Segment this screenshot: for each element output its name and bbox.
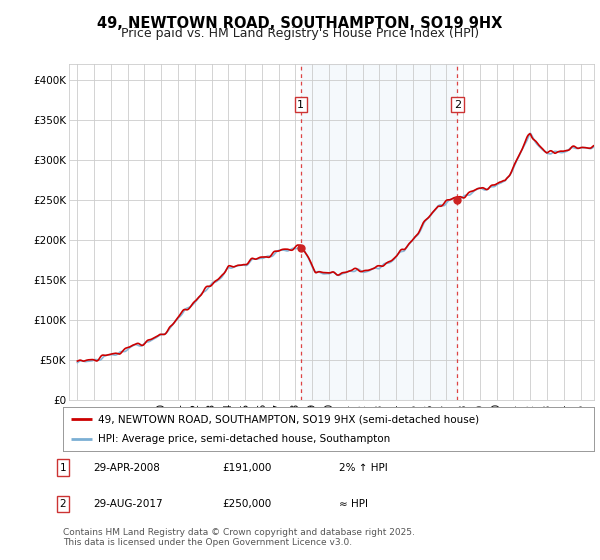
- Text: 1: 1: [59, 463, 67, 473]
- Text: HPI: Average price, semi-detached house, Southampton: HPI: Average price, semi-detached house,…: [98, 435, 390, 445]
- Text: 1: 1: [298, 100, 304, 110]
- Text: 49, NEWTOWN ROAD, SOUTHAMPTON, SO19 9HX (semi-detached house): 49, NEWTOWN ROAD, SOUTHAMPTON, SO19 9HX …: [98, 414, 479, 424]
- Text: £250,000: £250,000: [222, 499, 271, 509]
- Text: Contains HM Land Registry data © Crown copyright and database right 2025.
This d: Contains HM Land Registry data © Crown c…: [63, 528, 415, 547]
- Text: 2% ↑ HPI: 2% ↑ HPI: [339, 463, 388, 473]
- Text: 2: 2: [59, 499, 67, 509]
- Bar: [301, 64, 457, 400]
- Text: £191,000: £191,000: [222, 463, 271, 473]
- Text: 29-APR-2008: 29-APR-2008: [93, 463, 160, 473]
- Text: 49, NEWTOWN ROAD, SOUTHAMPTON, SO19 9HX: 49, NEWTOWN ROAD, SOUTHAMPTON, SO19 9HX: [97, 16, 503, 31]
- Text: ≈ HPI: ≈ HPI: [339, 499, 368, 509]
- Text: 29-AUG-2017: 29-AUG-2017: [93, 499, 163, 509]
- Text: 2: 2: [454, 100, 461, 110]
- Text: Price paid vs. HM Land Registry's House Price Index (HPI): Price paid vs. HM Land Registry's House …: [121, 27, 479, 40]
